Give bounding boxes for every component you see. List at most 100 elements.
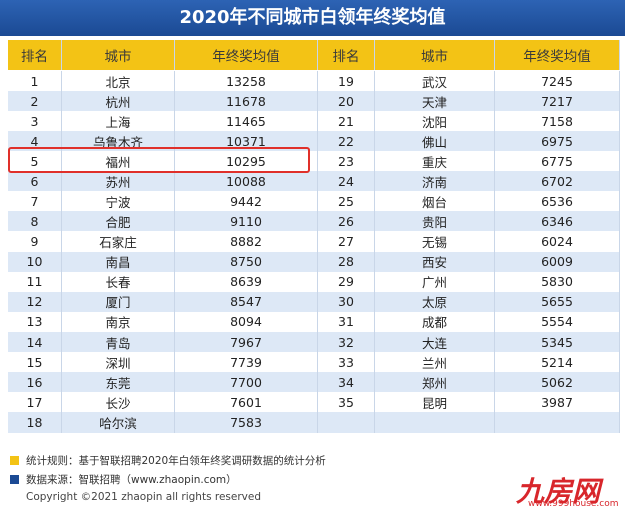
empty-cell	[375, 412, 495, 433]
table-cell: 6024	[495, 231, 620, 253]
header-cell: 年终奖均值	[495, 40, 620, 70]
table-cell: 3	[8, 111, 62, 132]
table-cell: 28	[318, 251, 375, 273]
table-cell: 合肥	[62, 211, 175, 232]
table-cell: 济南	[375, 171, 495, 192]
table-cell: 21	[318, 111, 375, 132]
table-cell: 青岛	[62, 331, 175, 353]
table-cell: 8750	[175, 251, 318, 273]
table-cell: 北京	[62, 71, 175, 92]
table-cell: 9110	[175, 211, 318, 232]
table-cell: 沈阳	[375, 111, 495, 132]
table-cell: 8547	[175, 291, 318, 313]
table-cell: 20	[318, 91, 375, 112]
table-cell: 佛山	[375, 131, 495, 152]
table-cell: 2	[8, 91, 62, 112]
table-cell: 5062	[495, 371, 620, 393]
table-cell: 上海	[62, 111, 175, 132]
table-cell: 8882	[175, 231, 318, 253]
table-cell: 17	[8, 391, 62, 413]
table-cell: 6	[8, 171, 62, 192]
table-cell: 7245	[495, 71, 620, 92]
table-cell: 7217	[495, 91, 620, 112]
empty-cell	[318, 412, 375, 433]
table-cell: 30	[318, 291, 375, 313]
table-cell: 石家庄	[62, 231, 175, 253]
table-cell: 7583	[175, 412, 318, 433]
table-cell: 太原	[375, 291, 495, 313]
table-cell: 1	[8, 71, 62, 92]
table-cell: 7700	[175, 371, 318, 393]
table-cell: 34	[318, 371, 375, 393]
empty-cell	[495, 412, 620, 433]
table-cell: 15	[8, 351, 62, 373]
table-cell: 5554	[495, 311, 620, 333]
table-cell: 31	[318, 311, 375, 333]
table-cell: 18	[8, 412, 62, 433]
table-cell: 烟台	[375, 191, 495, 212]
table-cell: 9442	[175, 191, 318, 212]
table-cell: 11465	[175, 111, 318, 132]
table-cell: 7601	[175, 391, 318, 413]
table-cell: 8639	[175, 271, 318, 293]
table-cell: 5830	[495, 271, 620, 293]
table-cell: 10295	[175, 151, 318, 172]
table-cell: 6702	[495, 171, 620, 192]
table-cell: 24	[318, 171, 375, 192]
header-cell: 排名	[8, 40, 62, 70]
table-cell: 厦门	[62, 291, 175, 313]
table-cell: 宁波	[62, 191, 175, 212]
table-cell: 3987	[495, 391, 620, 413]
table-cell: 22	[318, 131, 375, 152]
table-cell: 13258	[175, 71, 318, 92]
table-cell: 杭州	[62, 91, 175, 112]
watermark-url: www.999house.com	[528, 499, 619, 509]
table-cell: 8094	[175, 311, 318, 333]
copyright: Copyright ©2021 zhaopin all rights reser…	[26, 491, 262, 503]
table-cell: 11678	[175, 91, 318, 112]
table-cell: 10371	[175, 131, 318, 152]
table-cell: 6775	[495, 151, 620, 172]
table-cell: 南昌	[62, 251, 175, 273]
table-cell: 27	[318, 231, 375, 253]
table-cell: 7739	[175, 351, 318, 373]
table-cell: 23	[318, 151, 375, 172]
header-cell: 年终奖均值	[175, 40, 318, 70]
table-cell: 9	[8, 231, 62, 253]
highlight-box	[8, 147, 310, 173]
table-cell: 10088	[175, 171, 318, 192]
table-cell: 西安	[375, 251, 495, 273]
table-cell: 东莞	[62, 371, 175, 393]
table-cell: 武汉	[375, 71, 495, 92]
table-cell: 13	[8, 311, 62, 333]
table-cell: 19	[318, 71, 375, 92]
table-cell: 8	[8, 211, 62, 232]
table-cell: 11	[8, 271, 62, 293]
table-cell: 7158	[495, 111, 620, 132]
table-cell: 33	[318, 351, 375, 373]
table-cell: 12	[8, 291, 62, 313]
table-cell: 6009	[495, 251, 620, 273]
header-cell: 城市	[62, 40, 175, 70]
table-cell: 长沙	[62, 391, 175, 413]
table-cell: 深圳	[62, 351, 175, 373]
table-cell: 10	[8, 251, 62, 273]
table-cell: 4	[8, 131, 62, 152]
table-cell: 5	[8, 151, 62, 172]
table-cell: 5655	[495, 291, 620, 313]
table-cell: 29	[318, 271, 375, 293]
table-cell: 32	[318, 331, 375, 353]
note-marker	[10, 475, 19, 484]
watermark-brand: 九房网	[516, 475, 601, 508]
table-cell: 南京	[62, 311, 175, 333]
table-cell: 郑州	[375, 371, 495, 393]
table-cell: 7967	[175, 331, 318, 353]
table-cell: 无锡	[375, 231, 495, 253]
table-cell: 兰州	[375, 351, 495, 373]
table-cell: 昆明	[375, 391, 495, 413]
table-cell: 35	[318, 391, 375, 413]
table-cell: 6975	[495, 131, 620, 152]
table-cell: 乌鲁木齐	[62, 131, 175, 152]
table-cell: 福州	[62, 151, 175, 172]
